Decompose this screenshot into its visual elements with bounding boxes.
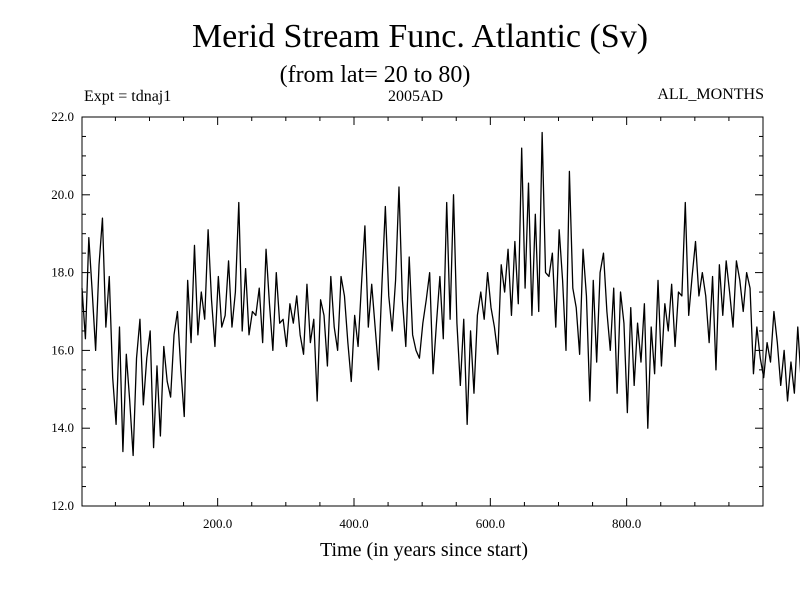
y-tick-label: 18.0 (51, 265, 74, 280)
x-tick-label: 200.0 (203, 516, 232, 531)
y-tick-label: 22.0 (51, 109, 74, 124)
x-axis-label: Time (in years since start) (319, 539, 529, 561)
chart-title: Merid Stream Func. Atlantic (Sv) (191, 18, 649, 55)
chart-subtitle: (from lat= 20 to 80) (279, 62, 471, 88)
y-tick-label: 20.0 (51, 187, 74, 202)
axis-tick-labels: 12.0 14.0 16.0 18.0 20.0 22.0 200.0 400.0 600.0 8… (51, 109, 641, 531)
x-tick-label: 600.0 (476, 516, 505, 531)
y-tick-label: 12.0 (51, 498, 74, 513)
experiment-label: Expt = tdnaj1 (84, 88, 172, 105)
axis-ticks (82, 116, 763, 507)
plot-frame (81, 116, 764, 507)
x-tick-label: 400.0 (339, 516, 368, 531)
y-tick-label: 16.0 (51, 342, 74, 357)
x-tick-label: 800.0 (612, 516, 641, 531)
y-tick-label: 14.0 (51, 420, 74, 435)
series-line (81, 131, 800, 457)
months-label: ALL_MONTHS (657, 86, 764, 103)
year-label: 2005AD (388, 88, 444, 105)
